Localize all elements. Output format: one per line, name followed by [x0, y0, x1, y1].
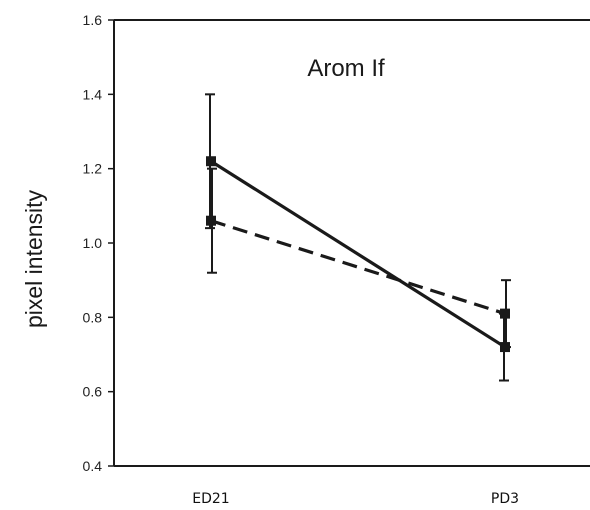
y-tick-label: 0.8 — [83, 309, 103, 325]
data-point-marker — [500, 308, 510, 319]
y-axis-label: pixel intensity — [21, 189, 47, 328]
series-layer — [205, 93, 511, 382]
y-tick-label: 0.6 — [83, 384, 103, 400]
x-category-label-ED21: ED21 — [192, 491, 229, 507]
data-point-marker — [206, 156, 216, 167]
x-category-label-PD3: PD3 — [491, 491, 519, 507]
data-point-marker — [206, 215, 216, 226]
series-line-solid — [210, 159, 506, 349]
y-axis-ticks: 0.4 0.6 0.8 1.0 1.2 1.4 1.6 — [83, 12, 114, 474]
y-tick-label: 0.4 — [83, 458, 103, 474]
chart-title: Arom If — [307, 55, 385, 82]
series-line-dashed — [210, 219, 506, 316]
y-tick-label: 1.0 — [83, 235, 103, 251]
y-tick-label: 1.4 — [83, 86, 103, 102]
y-tick-label: 1.6 — [83, 12, 103, 28]
y-tick-label: 1.2 — [83, 161, 103, 177]
series-dashed — [206, 167, 511, 349]
plot-frame — [113, 19, 590, 467]
series-solid — [205, 93, 510, 382]
